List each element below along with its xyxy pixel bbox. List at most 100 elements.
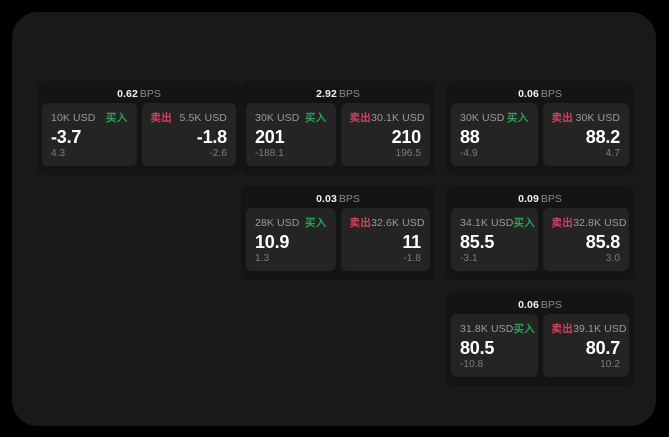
sell-price: 88.2 — [585, 126, 620, 147]
buy-delta: 4.3 — [51, 148, 66, 159]
sell-size-label: 39.1K USD — [573, 323, 627, 335]
buy-side-tag: 买入 — [513, 323, 536, 335]
sell-panel-header: 卖出 32.6K USD — [349, 215, 425, 229]
buy-side-tag: 买入 — [506, 112, 529, 124]
buy-delta: -3.1 — [460, 253, 478, 264]
card-body: 30K USD 买入 201 -188.1 卖出 30.1K USD 210 1… — [246, 103, 430, 166]
buy-price: 85.5 — [460, 231, 495, 252]
card-body: 28K USD 买入 10.9 1.3 卖出 32.6K USD 11 -1.8 — [246, 208, 430, 271]
buy-side-tag: 买入 — [513, 217, 536, 229]
bps-unit: BPS — [540, 193, 562, 205]
sell-size-label: 32.8K USD — [573, 217, 627, 229]
card-body: 34.1K USD 买入 85.5 -3.1 卖出 32.8K USD 85.8… — [451, 208, 629, 271]
sell-panel-header: 卖出 39.1K USD — [551, 321, 627, 335]
buy-panel[interactable]: 31.8K USD 买入 80.5 -10.8 — [451, 314, 538, 377]
bps-unit: BPS — [338, 88, 360, 100]
card-header: 0.06 BPS — [451, 86, 629, 103]
buy-delta: -10.8 — [460, 359, 484, 370]
sell-side-tag: 卖出 — [349, 217, 372, 229]
sell-panel-header: 卖出 30.1K USD — [350, 110, 425, 124]
bps-value: 0.06 — [518, 299, 539, 311]
sell-delta: 196.5 — [395, 148, 421, 159]
buy-panel[interactable]: 28K USD 买入 10.9 1.3 — [246, 208, 336, 271]
buy-size-label: 30K USD — [460, 112, 505, 124]
buy-size-label: 10K USD — [51, 112, 96, 124]
sell-panel[interactable]: 卖出 32.8K USD 85.8 3.0 — [542, 208, 629, 271]
buy-price: -3.7 — [51, 126, 82, 147]
bps-unit: BPS — [540, 299, 562, 311]
quote-card[interactable]: 0.62 BPS 10K USD 买入 -3.7 4.3 卖出 5.5K USD — [37, 81, 241, 175]
sell-size-label: 32.6K USD — [371, 217, 425, 229]
buy-panel[interactable]: 30K USD 买入 201 -188.1 — [246, 103, 336, 166]
buy-delta: 1.3 — [255, 253, 270, 264]
buy-panel-header: 30K USD 买入 — [255, 110, 327, 124]
buy-panel-header: 10K USD 买入 — [51, 110, 128, 124]
buy-delta: -4.9 — [460, 148, 478, 159]
bps-value: 0.06 — [518, 88, 539, 100]
bps-unit: BPS — [540, 88, 562, 100]
buy-panel[interactable]: 30K USD 买入 88 -4.9 — [451, 103, 538, 166]
buy-price: 80.5 — [460, 337, 495, 358]
card-header: 0.06 BPS — [451, 297, 629, 314]
sell-side-tag: 卖出 — [150, 112, 173, 124]
sell-panel-header: 卖出 5.5K USD — [150, 110, 228, 124]
card-body: 30K USD 买入 88 -4.9 卖出 30K USD 88.2 4.7 — [451, 103, 629, 166]
sell-delta: -1.8 — [403, 253, 421, 264]
card-header: 0.03 BPS — [246, 191, 430, 208]
sell-panel[interactable]: 卖出 30K USD 88.2 4.7 — [542, 103, 629, 166]
sell-size-label: 30K USD — [575, 112, 620, 124]
card-header: 2.92 BPS — [246, 86, 430, 103]
card-body: 10K USD 买入 -3.7 4.3 卖出 5.5K USD -1.8 -2.… — [42, 103, 236, 166]
bps-unit: BPS — [338, 193, 360, 205]
sell-panel[interactable]: 卖出 39.1K USD 80.7 10.2 — [542, 314, 629, 377]
quote-card[interactable]: 0.06 BPS 30K USD 买入 88 -4.9 卖出 30K USD — [446, 81, 634, 175]
card-header: 0.09 BPS — [451, 191, 629, 208]
sell-delta: 3.0 — [605, 253, 620, 264]
sell-panel-header: 卖出 30K USD — [551, 110, 621, 124]
quote-card[interactable]: 0.06 BPS 31.8K USD 买入 80.5 -10.8 卖出 39.1K… — [446, 292, 634, 386]
buy-side-tag: 买入 — [304, 112, 327, 124]
quote-card[interactable]: 0.03 BPS 28K USD 买入 10.9 1.3 卖出 32.6K USD — [241, 186, 435, 280]
sell-size-label: 5.5K USD — [179, 112, 227, 124]
card-header: 0.62 BPS — [42, 86, 236, 103]
sell-price: 210 — [391, 126, 422, 147]
sell-panel-header: 卖出 32.8K USD — [551, 215, 627, 229]
buy-size-label: 31.8K USD — [460, 323, 514, 335]
bps-value: 0.03 — [316, 193, 337, 205]
quote-card[interactable]: 2.92 BPS 30K USD 买入 201 -188.1 卖出 30.1K U… — [241, 81, 435, 175]
quote-card[interactable]: 0.09 BPS 34.1K USD 买入 85.5 -3.1 卖出 32.8K … — [446, 186, 634, 280]
sell-price: 85.8 — [585, 231, 620, 252]
buy-panel-header: 28K USD 买入 — [255, 215, 327, 229]
bps-value: 2.92 — [316, 88, 337, 100]
bps-value: 0.62 — [117, 88, 138, 100]
buy-size-label: 30K USD — [255, 112, 300, 124]
buy-price: 88 — [460, 126, 480, 147]
sell-price: 80.7 — [585, 337, 620, 358]
app-panel: 0.62 BPS 10K USD 买入 -3.7 4.3 卖出 5.5K USD — [12, 12, 656, 426]
card-body: 31.8K USD 买入 80.5 -10.8 卖出 39.1K USD 80.… — [451, 314, 629, 377]
bps-unit: BPS — [139, 88, 161, 100]
sell-delta: 4.7 — [605, 148, 620, 159]
sell-delta: 10.2 — [600, 359, 620, 370]
sell-panel[interactable]: 卖出 30.1K USD 210 196.5 — [340, 103, 430, 166]
buy-panel[interactable]: 34.1K USD 买入 85.5 -3.1 — [451, 208, 538, 271]
buy-price: 10.9 — [255, 231, 290, 252]
sell-panel[interactable]: 卖出 32.6K USD 11 -1.8 — [340, 208, 430, 271]
sell-side-tag: 卖出 — [551, 112, 574, 124]
buy-panel-header: 34.1K USD 买入 — [460, 215, 535, 229]
buy-size-label: 34.1K USD — [460, 217, 514, 229]
sell-price: -1.8 — [196, 126, 227, 147]
buy-panel[interactable]: 10K USD 买入 -3.7 4.3 — [42, 103, 137, 166]
buy-side-tag: 买入 — [105, 112, 128, 124]
buy-panel-header: 31.8K USD 买入 — [460, 321, 535, 335]
buy-size-label: 28K USD — [255, 217, 300, 229]
buy-price: 201 — [255, 126, 285, 147]
bps-value: 0.09 — [518, 193, 539, 205]
sell-panel[interactable]: 卖出 5.5K USD -1.8 -2.6 — [141, 103, 236, 166]
sell-side-tag: 卖出 — [551, 217, 574, 229]
sell-side-tag: 卖出 — [551, 323, 574, 335]
buy-side-tag: 买入 — [304, 217, 327, 229]
sell-size-label: 30.1K USD — [371, 112, 425, 124]
sell-delta: -2.6 — [209, 148, 227, 159]
sell-price: 11 — [402, 231, 421, 252]
